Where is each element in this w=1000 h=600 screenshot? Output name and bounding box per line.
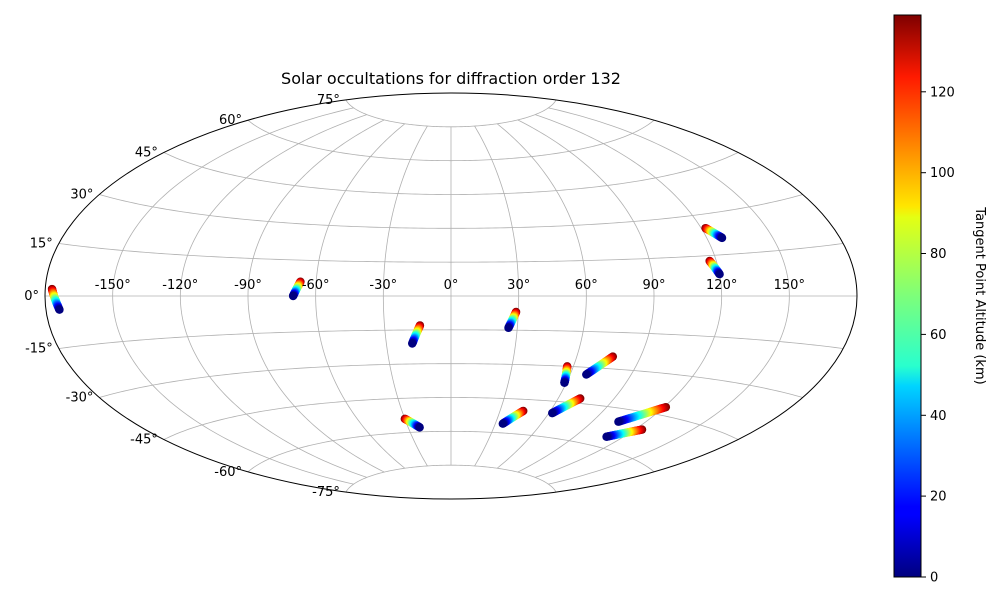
occultation-track	[548, 394, 585, 418]
parallel-line	[247, 119, 655, 162]
occultation-point	[548, 408, 557, 418]
lon-tick-label: -150°	[95, 278, 131, 293]
occultation-points	[47, 223, 727, 441]
occultation-track	[614, 402, 671, 426]
occultation-track	[47, 284, 64, 314]
lon-tick-label: -90°	[234, 278, 262, 293]
occultation-track	[602, 425, 647, 441]
colorbar-tick-label: 60	[930, 328, 947, 343]
lat-tick-label: 45°	[135, 146, 158, 161]
lat-tick-label: -30°	[66, 391, 94, 406]
occultation-track	[288, 277, 305, 301]
lon-tick-label: 120°	[706, 278, 737, 293]
lon-tick-label: 0°	[444, 278, 459, 293]
parallel-line	[58, 329, 844, 349]
occultation-track	[560, 362, 572, 387]
lat-tick-label: 15°	[30, 237, 53, 252]
colorbar: 0 20 40 60 80 100 120 Tangent Point Altitude (…	[893, 14, 987, 586]
occultation-point	[55, 305, 64, 314]
lat-tick-label: -60°	[214, 465, 242, 480]
lon-tick-label: 150°	[774, 278, 805, 293]
colorbar-tick-label: 0	[930, 571, 938, 586]
colorbar-label: Tangent Point Altitude (km)	[972, 206, 987, 384]
lat-tick-label: 0°	[24, 289, 39, 304]
occultation-track	[408, 321, 425, 348]
parallel-line	[247, 430, 655, 473]
chart-title: Solar occultations for diffraction order…	[281, 69, 621, 88]
parallel-line	[345, 464, 557, 493]
parallel-line	[99, 194, 803, 229]
occultation-track	[498, 406, 528, 428]
lon-tick-label: 60°	[575, 278, 598, 293]
latitude-tick-labels: 75° 60° 45° 30° 15° 0° -15° -30° -45° -60° -75°	[24, 93, 340, 500]
parallel-line	[58, 243, 844, 263]
parallel-line	[163, 152, 739, 195]
occultation-point	[717, 233, 727, 243]
longitude-tick-labels: -150° -120° -90° -60° -30° 0° 30° 60° 90° 120° 150…	[95, 278, 805, 293]
graticule	[45, 99, 857, 493]
lat-tick-label: -15°	[25, 342, 53, 357]
occultation-point	[288, 291, 298, 301]
parallel-line	[99, 363, 803, 398]
colorbar-tick-label: 80	[930, 247, 947, 262]
colorbar-tick-label: 20	[930, 490, 947, 505]
lat-tick-label: -45°	[130, 433, 158, 448]
colorbar-tick-label: 100	[930, 166, 955, 181]
occultation-point	[498, 419, 507, 428]
occultation-track	[504, 307, 521, 333]
lon-tick-label: -60°	[302, 278, 330, 293]
lon-tick-label: -30°	[369, 278, 397, 293]
colorbar-ticks: 0 20 40 60 80 100 120	[921, 85, 955, 586]
occultation-point	[602, 432, 611, 441]
lon-tick-label: 30°	[507, 278, 530, 293]
occultation-point	[582, 370, 591, 379]
colorbar-tick-label: 120	[930, 85, 955, 100]
occultation-point	[415, 423, 424, 432]
parallel-line	[345, 99, 557, 128]
lon-tick-label: 90°	[642, 278, 665, 293]
lat-tick-label: -75°	[312, 485, 340, 500]
colorbar-gradient	[893, 14, 922, 578]
occultation-track	[705, 256, 724, 279]
occultation-track	[400, 414, 424, 432]
occultation-point	[408, 339, 417, 348]
occultation-point	[504, 323, 513, 333]
occultation-point	[614, 417, 623, 426]
lat-tick-label: 60°	[219, 113, 242, 128]
occultation-point	[560, 378, 569, 387]
lon-tick-label: -120°	[162, 278, 198, 293]
lat-tick-label: 30°	[70, 188, 93, 203]
occultation-point	[715, 270, 724, 279]
map-border	[44, 92, 858, 500]
colorbar-tick-label: 40	[930, 409, 947, 424]
occultation-track	[582, 352, 618, 379]
occultation-track	[701, 223, 727, 243]
lat-tick-label: 75°	[317, 93, 340, 108]
